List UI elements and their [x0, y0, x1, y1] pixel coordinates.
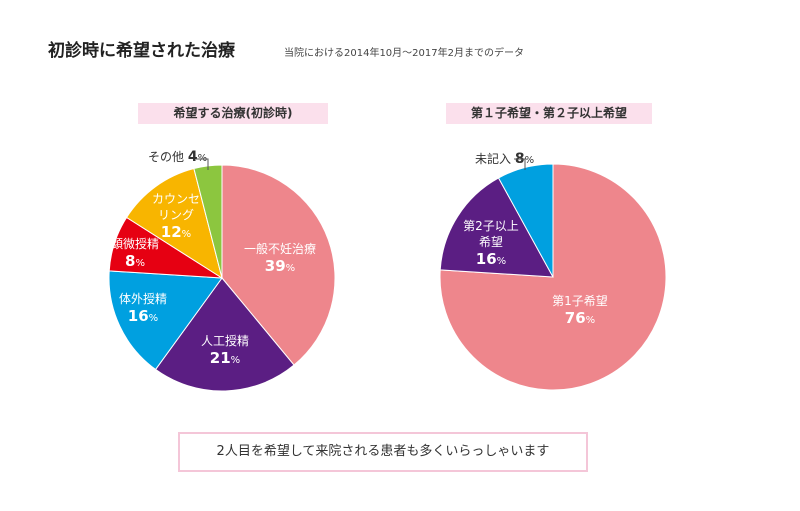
- pie-slice-人工授精: [154, 277, 295, 392]
- slice-label-name: 顕微授精: [111, 236, 159, 251]
- slice-label-その他: その他 4%: [148, 149, 209, 170]
- slice-label-text: その他 4%: [148, 149, 207, 165]
- pie-slice-カウンセリング: [125, 167, 223, 280]
- pie-slice-体外授精: [108, 270, 223, 371]
- data-period-note: 当院における2014年10月～2017年2月までのデータ: [284, 48, 524, 59]
- chart-title-child-wish: 第１子希望・第２子以上希望: [446, 103, 652, 124]
- chart-title-treatment: 希望する治療(初診時): [138, 103, 328, 124]
- pie-slice-一般不妊治療: [221, 164, 336, 366]
- slice-label-name: リング: [158, 208, 194, 222]
- slice-label-name: 人工授精: [201, 333, 249, 348]
- page-title: 初診時に希望された治療: [48, 41, 235, 61]
- slice-label-value: 8%: [125, 252, 145, 270]
- slice-label-name: カウンセ: [152, 192, 200, 206]
- leader-line: [196, 158, 209, 170]
- slice-label-value: 16%: [128, 307, 158, 325]
- footer-message: 2人目を希望して来院される患者も多くいらっしゃいます: [178, 432, 588, 472]
- slice-label-name: 一般不妊治療: [244, 241, 316, 256]
- slice-label-value: 21%: [210, 349, 240, 367]
- slice-label-value: 12%: [161, 223, 191, 241]
- slice-label-name: 体外授精: [119, 291, 167, 306]
- slice-label-value: 39%: [265, 257, 295, 275]
